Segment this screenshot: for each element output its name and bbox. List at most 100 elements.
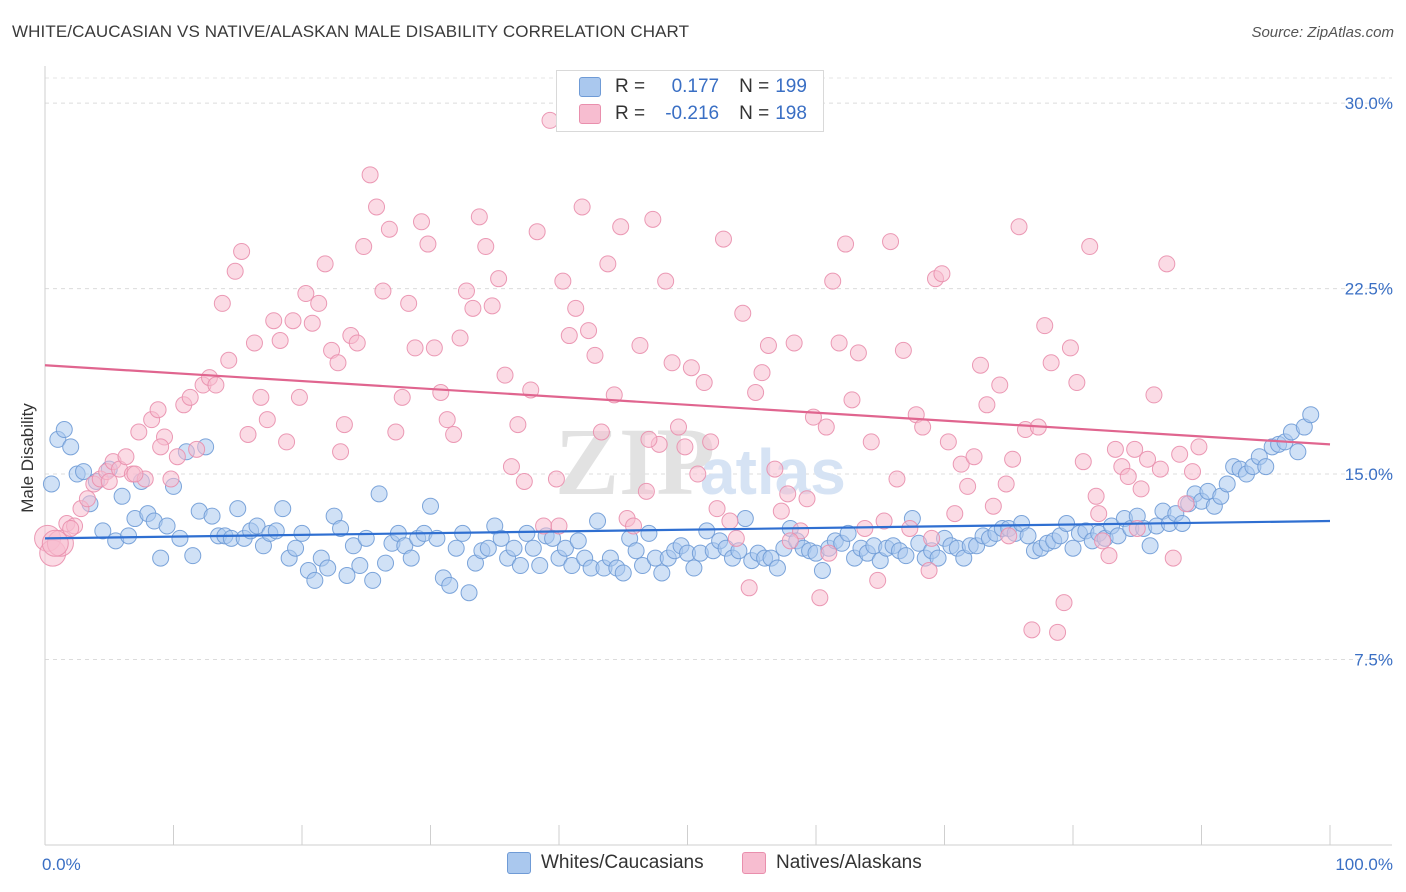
data-point [614,564,632,582]
data-point [425,339,443,357]
data-point [171,529,189,547]
y-tick-label: 15.0% [1345,465,1393,484]
x-tick-label: 0.0% [42,855,81,874]
data-point [811,589,829,607]
legend-r-value: 0.177 [671,76,720,97]
legend-item-whites[interactable]: Whites/Caucasians [507,852,704,874]
y-tick-label: 22.5% [1345,280,1393,299]
data-point [1190,438,1208,456]
data-point [965,448,983,466]
data-point [824,272,842,290]
data-point [1119,468,1137,486]
data-point [653,564,671,582]
data-point [779,485,797,503]
data-point [627,542,645,560]
y-axis-label: Male Disability [18,403,37,513]
legend-row-whites: R = 0.177 N = 199 [579,74,807,100]
data-point [933,265,951,283]
data-point [113,487,131,505]
legend-item-natives[interactable]: Natives/Alaskans [742,852,922,874]
data-point [573,198,591,216]
data-point [483,297,501,315]
data-point [586,346,604,364]
data-point [1126,440,1144,458]
data-point [682,359,700,377]
data-point [1109,527,1127,545]
data-point [220,351,238,369]
series-whites [42,406,1320,602]
legend-n-label: N = [739,103,770,124]
legend-label-whites: Whites/Caucasians [541,852,704,873]
y-tick-label: 7.5% [1354,651,1393,670]
data-point [428,529,446,547]
data-point [1218,475,1236,493]
chart-title: WHITE/CAUCASIAN VS NATIVE/ALASKAN MALE D… [12,22,690,41]
data-point [1004,450,1022,468]
data-point [772,502,790,520]
data-point [547,470,565,488]
data-point [1177,495,1195,513]
data-point [589,512,607,530]
data-point [338,566,356,584]
data-point [393,388,411,406]
data-point [457,282,475,300]
data-point [1158,255,1176,273]
data-point [644,210,662,228]
data-point [100,472,118,490]
data-point [550,517,568,535]
axes [44,66,1392,846]
data-point [245,334,263,352]
data-point [297,285,315,303]
data-point [708,500,726,518]
data-point [740,579,758,597]
data-point [528,223,546,241]
data-point [631,336,649,354]
legend-swatch-whites [507,852,531,874]
data-point [830,334,848,352]
trend-line-whites [44,519,1331,540]
data-point [335,416,353,434]
data-point [605,386,623,404]
data-point [580,322,598,340]
data-point [612,218,630,236]
data-point [380,220,398,238]
data-point [689,465,707,483]
legend-n-value: 199 [775,76,807,97]
data-point [1064,539,1082,557]
data-point [274,500,292,518]
data-point [997,475,1015,493]
legend-n-value: 198 [775,103,807,124]
data-point [785,334,803,352]
trend-line-natives [44,364,1331,446]
data-point [753,364,771,382]
data-point [759,336,777,354]
data-point [267,522,285,540]
data-point [168,448,186,466]
data-point [792,522,810,540]
data-point [422,497,439,515]
data-point [348,334,366,352]
data-point [1055,594,1073,612]
data-point [837,235,855,253]
data-point [894,341,912,359]
data-point [702,433,720,451]
data-point [929,549,947,567]
data-point [441,576,459,594]
data-point [496,366,514,384]
data-point [203,507,221,525]
grid-lines [45,77,1392,661]
legend-swatch-natives [742,852,766,874]
data-point [1036,317,1054,335]
watermark-zip: ZIP [555,408,715,515]
data-point [1151,460,1169,478]
data-point [1141,537,1159,555]
data-point [451,329,469,347]
data-point [676,438,694,456]
legend-row-natives: R = -0.216 N = 198 [579,101,807,127]
data-point [207,376,225,394]
series-legend: Whites/Caucasians Natives/Alaskans [0,852,1406,878]
data-point [862,433,880,451]
data-point [714,230,732,248]
data-point [1094,532,1112,550]
